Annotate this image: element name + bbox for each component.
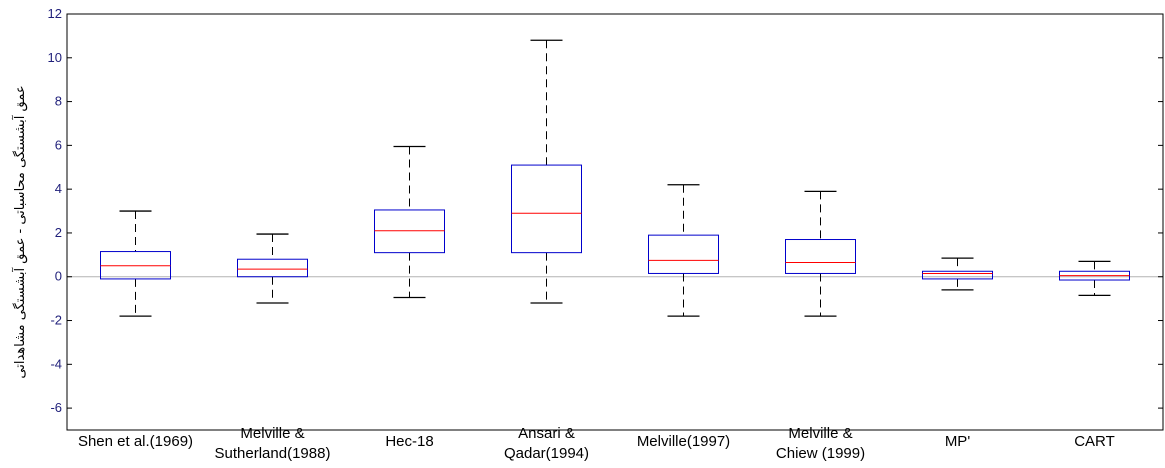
iqr-box [374, 209, 445, 254]
x-category-label: MP' [945, 433, 971, 450]
y-tick-label: 10 [48, 50, 62, 65]
y-tick-label: 0 [55, 269, 62, 284]
y-tick-label: -2 [50, 313, 62, 328]
y-tick-label: 12 [48, 6, 62, 21]
x-category-label: Melville & [240, 425, 304, 442]
x-category-label: CART [1074, 433, 1115, 450]
iqr-box [785, 239, 856, 274]
y-axis-title: عمق آبشستگی محاسباتی - عمق آبشستگی مشاهد… [11, 85, 28, 378]
x-category-label: Qadar(1994) [504, 445, 589, 462]
x-category-label: Sutherland(1988) [215, 445, 331, 462]
x-category-label: Ansari & [518, 425, 575, 442]
x-category-label: Melville & [788, 425, 852, 442]
iqr-box [922, 270, 993, 280]
y-tick-label: 4 [55, 181, 62, 196]
iqr-box [237, 258, 308, 278]
x-category-label: Chiew (1999) [776, 445, 865, 462]
x-category-label: Shen et al.(1969) [78, 433, 193, 450]
y-tick-label: 6 [55, 137, 62, 152]
x-category-label: Hec-18 [385, 433, 433, 450]
iqr-box [100, 251, 171, 280]
y-tick-label: 2 [55, 225, 62, 240]
y-tick-label: -4 [50, 356, 62, 371]
iqr-box [511, 164, 582, 254]
y-tick-label: 8 [55, 94, 62, 109]
x-category-label: Melville(1997) [637, 433, 730, 450]
iqr-box [648, 234, 719, 274]
y-tick-label: -6 [50, 400, 62, 415]
plot-frame [66, 13, 1164, 431]
